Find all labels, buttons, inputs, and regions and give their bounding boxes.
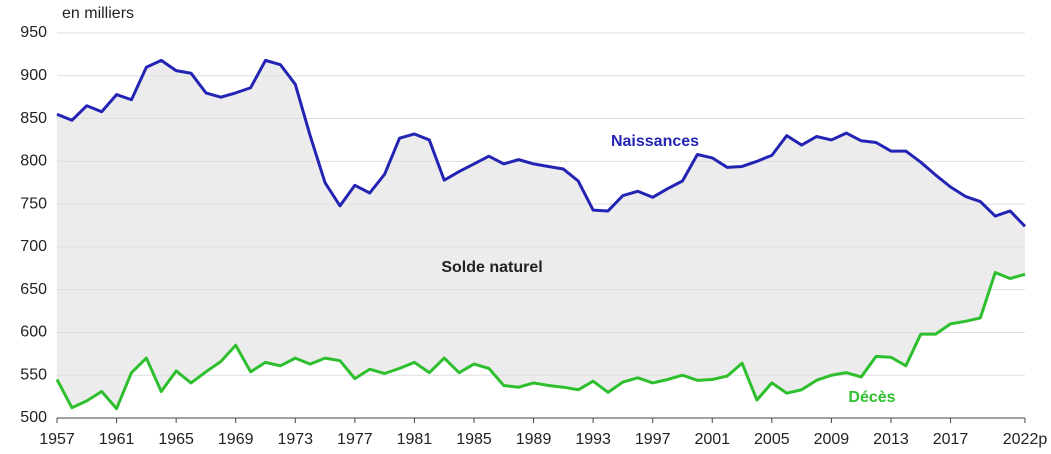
y-tick-label: 750 <box>20 195 47 212</box>
x-tick-label: 1957 <box>39 431 75 448</box>
line-series <box>56 58 1027 228</box>
x-tick-label: 2009 <box>814 431 850 448</box>
x-tick-label: 1989 <box>516 431 552 448</box>
x-tick-label: 2017 <box>933 431 969 448</box>
x-tick-label: 1973 <box>277 431 313 448</box>
x-tick-label: 2001 <box>694 431 730 448</box>
x-tick-label: 1969 <box>218 431 254 448</box>
x-tick-label: 1965 <box>158 431 194 448</box>
y-tick-label: 550 <box>20 366 47 383</box>
y-tick-label: 850 <box>20 110 47 127</box>
x-tick-label: 2022p <box>1003 431 1048 448</box>
x-tick-label: 1985 <box>456 431 492 448</box>
annotation: Solde naturel <box>441 259 542 276</box>
line-series <box>55 271 1026 411</box>
y-tick-label: 600 <box>20 324 47 341</box>
x-tick-label: 1961 <box>99 431 135 448</box>
x-tick-label: 1993 <box>575 431 611 448</box>
x-tick-label: 2013 <box>873 431 909 448</box>
y-axis-label: en milliers <box>62 5 134 22</box>
solde-area <box>57 60 1025 409</box>
x-tick-label: 2005 <box>754 431 790 448</box>
x-tick-label: 1977 <box>337 431 373 448</box>
y-tick-label: 700 <box>20 238 47 255</box>
y-tick-label: 950 <box>20 24 47 41</box>
y-tick-label: 650 <box>20 281 47 298</box>
series-label: Décès <box>848 389 895 406</box>
x-tick-label: 1997 <box>635 431 671 448</box>
x-tick-label: 1981 <box>397 431 433 448</box>
y-tick-label: 500 <box>20 409 47 426</box>
series-label: Naissances <box>611 133 699 150</box>
y-tick-label: 900 <box>20 67 47 84</box>
y-tick-label: 800 <box>20 153 47 170</box>
